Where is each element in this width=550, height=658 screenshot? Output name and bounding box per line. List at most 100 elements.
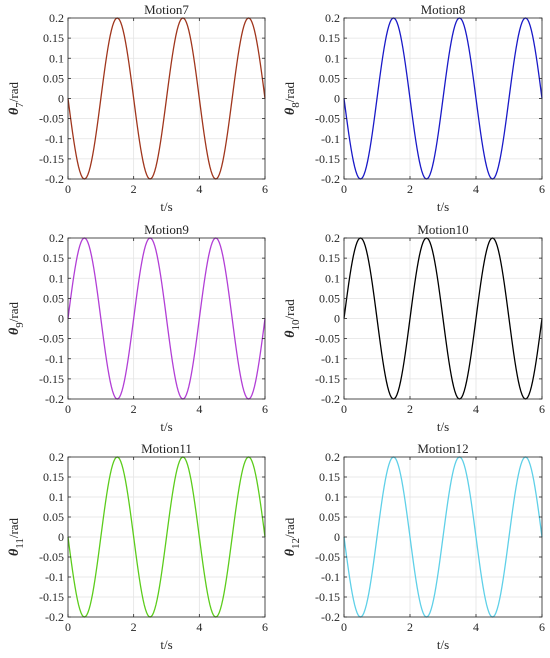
- y-axis-symbol: θ: [7, 107, 22, 115]
- y-tick-label: -0.1: [45, 570, 64, 584]
- x-tick-label: 4: [196, 402, 202, 416]
- chart-panel-6: 0 2 4 6 -0.2 -0.15 -0.1 -0.05 0 0.05 0.1 0.15 0.2 Mot…: [282, 441, 545, 652]
- x-tick-label: 4: [473, 402, 479, 416]
- y-tick-label: 0.2: [49, 450, 64, 464]
- y-tick-label: 0.1: [325, 271, 340, 285]
- y-tick-label: 0.1: [49, 490, 64, 504]
- y-tick-label: 0.15: [43, 251, 64, 265]
- chart-title: Motion11: [141, 441, 192, 456]
- series-line: [67, 456, 266, 618]
- y-tick-label: -0.2: [45, 172, 64, 186]
- x-tick-label: 6: [539, 402, 545, 416]
- x-tick-label: 4: [196, 182, 202, 196]
- series-line: [343, 456, 543, 618]
- y-tick-label: -0.2: [321, 172, 340, 186]
- x-tick-label: 0: [65, 402, 71, 416]
- y-tick-label: -0.1: [45, 352, 64, 366]
- x-tick-label: 0: [341, 182, 347, 196]
- x-axis-label: t/s: [437, 637, 449, 652]
- y-tick-label: 0.05: [319, 291, 340, 305]
- y-tick-label: 0.05: [319, 510, 340, 524]
- x-tick-label: 2: [131, 402, 137, 416]
- x-tick-label: 2: [407, 182, 413, 196]
- y-tick-label: 0.1: [325, 490, 340, 504]
- x-tick-label: 2: [131, 182, 137, 196]
- x-tick-label: 4: [196, 620, 202, 634]
- y-tick-label: 0.15: [319, 31, 340, 45]
- y-axis-symbol: θ: [283, 548, 298, 556]
- y-tick-label: -0.2: [45, 392, 64, 406]
- y-axis-unit: /rad: [282, 299, 297, 320]
- chart-panel-5: 0 2 4 6 -0.2 -0.15 -0.1 -0.05 0 0.05 0.1 0.15 0.2 Mot…: [6, 441, 268, 652]
- x-axis-label: t/s: [160, 637, 172, 652]
- y-tick-label: 0.2: [325, 11, 340, 25]
- y-axis-label: θ7/rad: [6, 82, 26, 115]
- x-tick-label: 0: [65, 620, 71, 634]
- y-tick-label: -0.15: [315, 372, 340, 386]
- chart-panel-3: 0 2 4 6 -0.2 -0.15 -0.1 -0.05 0 0.05 0.1 0.15 0.2 Mot…: [6, 222, 268, 434]
- y-axis-subscript: 9: [14, 322, 26, 328]
- x-axis-label: t/s: [437, 199, 449, 214]
- y-tick-label: -0.1: [321, 352, 340, 366]
- y-tick-label: 0: [334, 92, 340, 106]
- y-tick-label: -0.15: [315, 590, 340, 604]
- y-tick-label: 0: [58, 312, 64, 326]
- chart-title: Motion7: [144, 2, 189, 17]
- x-tick-label: 4: [473, 182, 479, 196]
- y-tick-label: -0.05: [39, 112, 64, 126]
- chart-title: Motion10: [417, 222, 468, 237]
- y-tick-label: 0.15: [319, 251, 340, 265]
- y-tick-label: 0.05: [319, 71, 340, 85]
- x-tick-label: 4: [473, 620, 479, 634]
- y-tick-label: -0.15: [315, 152, 340, 166]
- y-tick-label: -0.05: [39, 550, 64, 564]
- x-tick-label: 6: [262, 620, 268, 634]
- y-axis-label: θ9/rad: [6, 302, 26, 335]
- x-axis-label: t/s: [437, 419, 449, 434]
- y-tick-label: -0.15: [39, 152, 64, 166]
- chart-title: Motion12: [417, 441, 468, 456]
- y-tick-label: -0.05: [315, 550, 340, 564]
- y-axis-symbol: θ: [7, 548, 22, 556]
- y-tick-label: 0.05: [43, 71, 64, 85]
- x-tick-label: 6: [262, 402, 268, 416]
- y-axis-label: θ8/rad: [282, 82, 302, 115]
- y-axis-label: θ12/rad: [282, 517, 302, 556]
- y-tick-label: -0.05: [315, 332, 340, 346]
- y-tick-label: -0.15: [39, 590, 64, 604]
- y-tick-label: 0: [58, 530, 64, 544]
- y-tick-label: 0.15: [43, 31, 64, 45]
- series-line: [343, 237, 543, 400]
- y-tick-label: -0.2: [321, 392, 340, 406]
- series-line: [67, 237, 266, 400]
- x-tick-label: 2: [131, 620, 137, 634]
- x-axis-label: t/s: [160, 419, 172, 434]
- y-axis-unit: /rad: [282, 517, 297, 538]
- chart-title: Motion8: [421, 2, 466, 17]
- y-tick-label: -0.15: [39, 372, 64, 386]
- chart-title: Motion9: [144, 222, 189, 237]
- series-line: [67, 17, 266, 180]
- y-tick-label: 0: [334, 312, 340, 326]
- y-tick-label: 0.15: [319, 470, 340, 484]
- y-axis-subscript: 7: [14, 102, 26, 108]
- y-tick-label: -0.2: [321, 610, 340, 624]
- chart-panel-1: 0 2 4 6 -0.2 -0.15 -0.1 -0.05 0 0.05 0.1 0.15 0.2 Mot…: [6, 2, 268, 214]
- y-tick-label: -0.05: [315, 112, 340, 126]
- y-tick-label: -0.1: [321, 570, 340, 584]
- y-tick-label: 0.2: [325, 231, 340, 245]
- x-tick-label: 2: [407, 620, 413, 634]
- y-tick-label: 0.05: [43, 510, 64, 524]
- y-axis-label: θ11/rad: [6, 517, 26, 556]
- x-axis-label: t/s: [160, 199, 172, 214]
- y-tick-label: -0.1: [321, 132, 340, 146]
- y-axis-symbol: θ: [283, 107, 298, 115]
- x-tick-label: 0: [341, 402, 347, 416]
- y-tick-label: -0.2: [45, 610, 64, 624]
- x-tick-label: 0: [65, 182, 71, 196]
- y-axis-unit: /rad: [282, 82, 297, 103]
- chart-panel-4: 0 2 4 6 -0.2 -0.15 -0.1 -0.05 0 0.05 0.1 0.15 0.2 Mot…: [282, 222, 545, 434]
- chart-panel-2: 0 2 4 6 -0.2 -0.15 -0.1 -0.05 0 0.05 0.1 0.15 0.2 Mot…: [282, 2, 545, 214]
- y-axis-symbol: θ: [7, 327, 22, 335]
- x-tick-label: 0: [341, 620, 347, 634]
